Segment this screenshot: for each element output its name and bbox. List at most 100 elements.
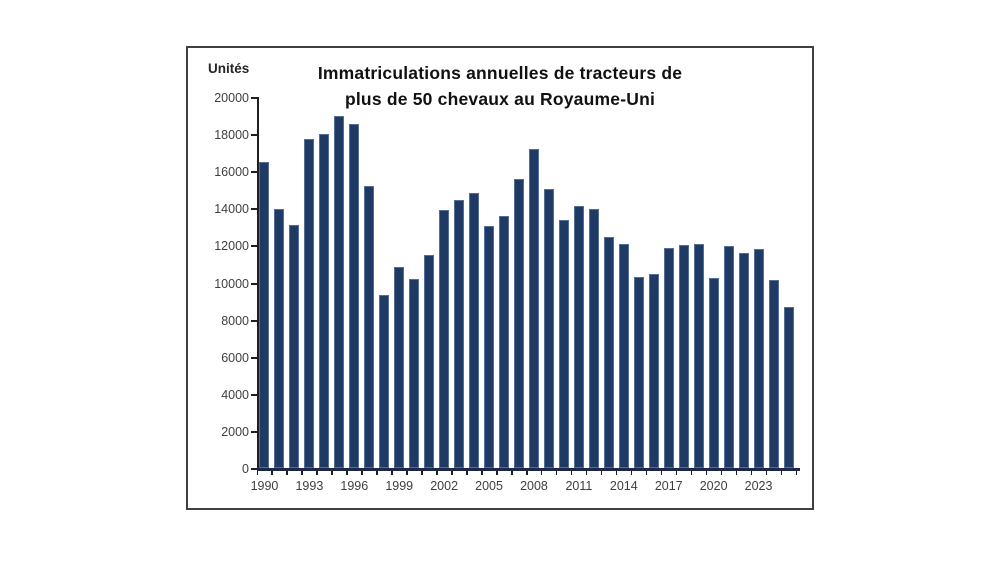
bar-2009: [543, 188, 554, 468]
x-tick: [421, 471, 423, 475]
y-tick-label: 10000: [214, 276, 249, 291]
bar-1995: [334, 116, 345, 468]
bar-2024: [768, 279, 779, 468]
bar-2022: [738, 252, 749, 468]
bar-2021: [723, 246, 734, 468]
x-tick: [346, 471, 348, 475]
bar-1998: [379, 294, 390, 468]
x-tick: [585, 471, 588, 475]
x-tick: [600, 471, 603, 475]
x-tick-label: 1999: [385, 479, 414, 493]
x-tick: [555, 471, 558, 475]
y-tick-label: 18000: [214, 128, 249, 143]
y-tick: [251, 319, 257, 322]
x-tick-label: 2014: [609, 479, 638, 493]
x-tick: [720, 471, 723, 475]
x-tick-label: 2017: [654, 479, 683, 493]
bar-2007: [514, 178, 524, 468]
bar-1991: [274, 209, 285, 468]
x-tick-label: 2008: [520, 479, 548, 493]
x-tick: [391, 471, 393, 475]
bar-2008: [528, 148, 539, 468]
y-axis-line: [257, 97, 259, 471]
x-tick: [436, 471, 438, 475]
y-tick-label: 12000: [214, 239, 249, 254]
x-tick-label: 1996: [340, 479, 369, 493]
x-tick: [496, 471, 498, 475]
x-tick: [750, 471, 753, 475]
x-tick-label: 1993: [295, 479, 324, 493]
y-tick-label: 8000: [221, 313, 249, 328]
x-tick-label: 2011: [565, 479, 593, 493]
x-tick: [690, 471, 693, 475]
x-tick: [675, 471, 678, 475]
chart-title: Immatriculations annuelles de tracteurs …: [188, 60, 812, 112]
x-tick: [735, 471, 738, 475]
bar-1992: [289, 224, 300, 468]
bar-2015: [633, 276, 644, 468]
x-tick: [376, 471, 378, 475]
bar-2025: [783, 306, 794, 468]
x-tick: [256, 471, 258, 475]
x-tick-label: 2023: [744, 479, 773, 493]
x-tick-label: 2020: [699, 479, 728, 493]
bar-1997: [364, 186, 375, 468]
chart-title-line-2: plus de 50 chevaux au Royaume-Uni: [344, 89, 656, 109]
bar-2010: [558, 220, 569, 468]
x-tick: [540, 471, 543, 475]
bar-1993: [304, 138, 315, 468]
x-tick: [481, 471, 483, 475]
plot-area: 0 2000 4000 6000 8000 10000 12000 14000 16000 180…: [188, 48, 812, 508]
y-tick: [251, 468, 257, 470]
x-tick: [406, 471, 408, 475]
bar-2020: [708, 277, 719, 468]
y-tick: [251, 282, 257, 285]
chart-title-line-1: Immatriculations annuelles de tracteurs …: [317, 63, 683, 83]
bar-1994: [319, 134, 330, 468]
x-tick: [795, 471, 797, 475]
x-tick: [526, 471, 528, 475]
y-tick-label: 2000: [221, 424, 249, 439]
y-tick-label: 14000: [214, 202, 249, 217]
bar-2006: [499, 215, 510, 468]
bar-1996: [349, 123, 360, 468]
y-tick: [251, 245, 257, 248]
y-axis-unit-label: Unités: [208, 61, 250, 76]
x-tick: [316, 471, 318, 475]
x-tick: [331, 471, 333, 475]
x-tick: [570, 471, 573, 475]
x-tick: [286, 471, 288, 475]
x-tick-label: 2002: [430, 479, 459, 493]
x-tick: [615, 471, 618, 475]
y-tick-label: 20000: [214, 91, 249, 105]
bar-2016: [648, 274, 659, 468]
x-tick: [780, 471, 783, 475]
chart-frame: Unités Immatriculations annuelles de tra…: [186, 46, 814, 510]
y-tick: [251, 393, 257, 396]
x-axis-line: [257, 468, 800, 471]
x-tick: [705, 471, 708, 475]
bar-2018: [678, 245, 689, 468]
x-tick: [660, 471, 663, 475]
x-tick: [765, 471, 768, 475]
y-tick-label: 6000: [221, 350, 249, 365]
x-tick: [271, 471, 273, 475]
bar-2011: [573, 206, 584, 468]
bar-2003: [454, 199, 465, 468]
x-tick: [645, 471, 648, 475]
bar-2019: [693, 244, 704, 468]
y-tick: [251, 208, 257, 211]
bar-2004: [469, 193, 480, 468]
bar-1999: [394, 266, 405, 468]
bar-1990: [259, 161, 270, 468]
y-tick: [251, 430, 257, 433]
bar-2014: [618, 243, 629, 468]
bar-2005: [484, 225, 495, 468]
x-tick: [301, 471, 303, 475]
y-tick: [251, 356, 257, 359]
x-tick-label: 1990: [250, 479, 279, 493]
y-tick: [251, 97, 257, 99]
y-tick: [251, 134, 257, 137]
x-tick: [466, 471, 468, 475]
